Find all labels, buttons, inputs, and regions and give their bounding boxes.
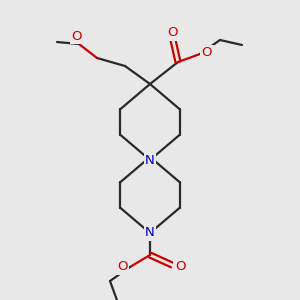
Text: O: O	[202, 46, 212, 59]
Text: N: N	[145, 226, 155, 239]
Text: N: N	[145, 154, 155, 166]
Text: O: O	[168, 26, 178, 40]
Text: O: O	[72, 29, 82, 43]
Text: O: O	[117, 260, 127, 274]
Text: O: O	[175, 260, 185, 272]
